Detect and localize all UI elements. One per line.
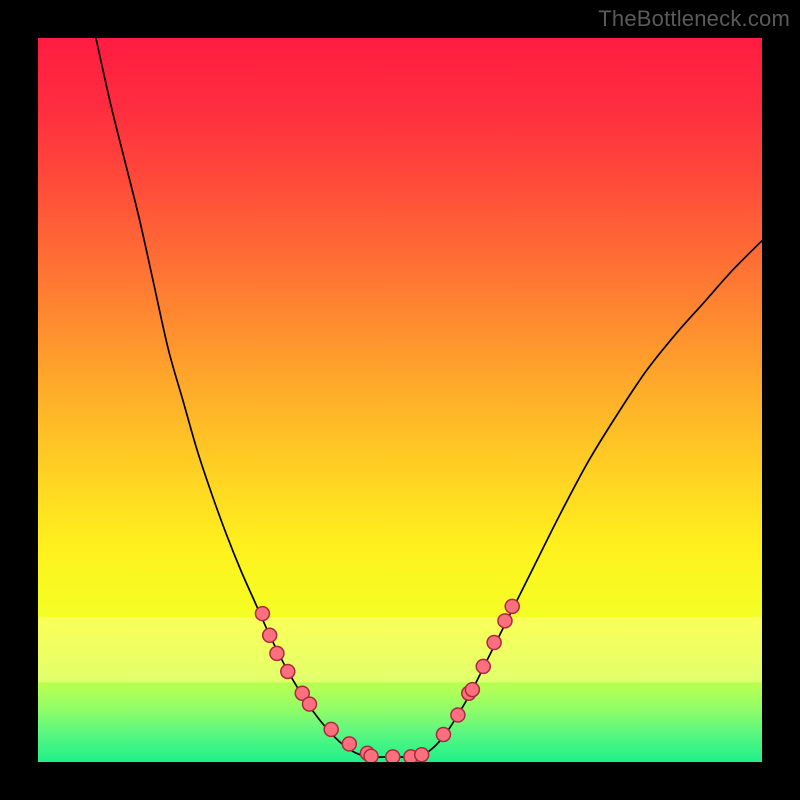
accent-band [38, 617, 762, 682]
data-marker [386, 750, 400, 762]
data-marker [451, 708, 465, 722]
data-marker [364, 749, 378, 762]
plot-area [38, 38, 762, 762]
data-marker [342, 737, 356, 751]
data-marker [415, 748, 429, 762]
watermark-text: TheBottleneck.com [598, 6, 790, 32]
data-marker [324, 722, 338, 736]
data-marker [303, 697, 317, 711]
data-marker [498, 614, 512, 628]
data-marker [270, 646, 284, 660]
data-marker [465, 683, 479, 697]
chart-frame: TheBottleneck.com [0, 0, 800, 800]
chart-svg [38, 38, 762, 762]
data-marker [436, 727, 450, 741]
data-marker [255, 607, 269, 621]
data-marker [505, 599, 519, 613]
data-marker [281, 665, 295, 679]
data-marker [487, 636, 501, 650]
data-marker [476, 659, 490, 673]
data-marker [263, 628, 277, 642]
